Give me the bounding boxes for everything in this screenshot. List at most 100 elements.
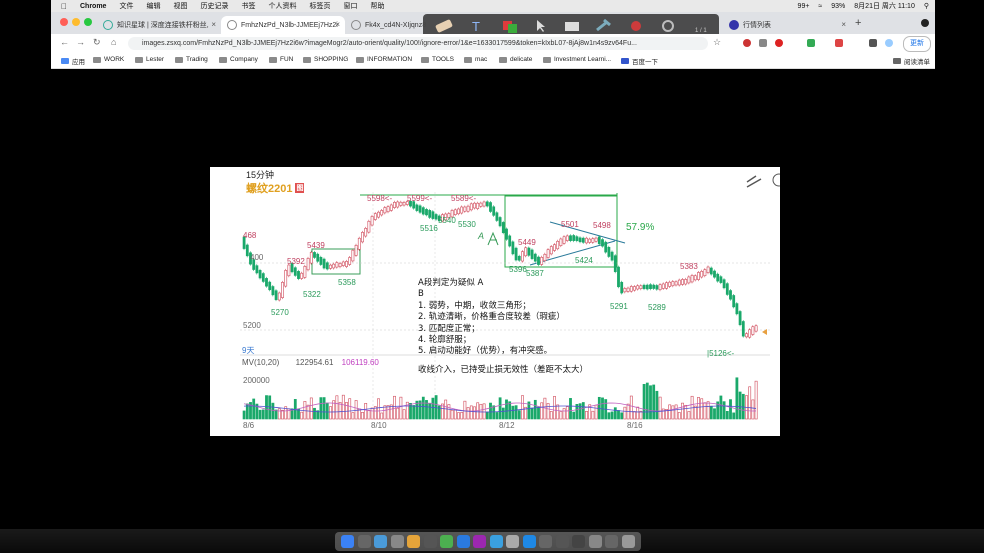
menu-bookmarks[interactable]: 书签 — [235, 3, 255, 10]
battery-percent: 93% — [831, 2, 846, 10]
bookmark-star-icon[interactable]: ☆ — [713, 37, 722, 47]
dock-app-icon[interactable] — [506, 535, 519, 548]
dock-app-icon[interactable] — [407, 535, 420, 548]
menu-profile[interactable]: 个人资料 — [262, 3, 296, 10]
bookmark-folder[interactable]: mac — [464, 56, 487, 63]
wifi-icon[interactable]: ≈ — [818, 2, 823, 10]
home-icon[interactable]: ⌂ — [111, 37, 117, 47]
bookmark-apps[interactable]: 应用 — [61, 56, 85, 66]
menu-tabs[interactable]: 标签页 — [303, 3, 330, 10]
notification-badge[interactable]: 99+ — [797, 2, 810, 10]
tab-title: 知识星球 | 深度连接铁杆粉丝, — [117, 22, 209, 29]
dock-app-icon[interactable] — [572, 535, 585, 548]
puzzle-icon[interactable] — [869, 39, 877, 47]
dock-app-icon[interactable] — [522, 535, 536, 548]
tab-market-list[interactable]: 行情列表 × — [723, 16, 851, 34]
reload-icon[interactable]: ↻ — [93, 37, 101, 47]
note-line: 2. 轨迹清晰，价格重合度较差（瑕疵） — [418, 312, 565, 323]
minimize-window-button[interactable] — [72, 18, 80, 26]
close-window-button[interactable] — [60, 18, 68, 26]
menu-history[interactable]: 历史记录 — [194, 3, 228, 10]
dock-app-icon[interactable] — [357, 535, 371, 548]
menu-window[interactable]: 窗口 — [337, 3, 357, 10]
folder-icon — [543, 56, 551, 63]
profile-avatar[interactable] — [885, 39, 893, 47]
menu-file[interactable]: 文件 — [113, 3, 133, 10]
candle — [607, 246, 611, 257]
candle — [255, 265, 259, 274]
dock-app-icon[interactable] — [473, 535, 486, 548]
settings-circle-icon[interactable] — [772, 173, 780, 187]
dock-app-icon[interactable] — [456, 535, 470, 548]
tab-search-icon[interactable] — [921, 19, 929, 27]
bookmark-folder[interactable]: Trading — [175, 56, 208, 63]
candle — [460, 206, 464, 214]
dock-app-icon[interactable] — [374, 535, 387, 548]
update-button[interactable]: 更新 — [903, 36, 931, 52]
dock-app-icon[interactable] — [621, 535, 635, 548]
dock-app-icon[interactable] — [440, 535, 453, 548]
dock-app-icon[interactable] — [390, 535, 404, 548]
menu-help[interactable]: 帮助 — [364, 3, 384, 10]
settings-gear-icon[interactable] — [661, 19, 675, 33]
dock-app-icon[interactable] — [341, 535, 354, 548]
clock[interactable]: 8月21日 周六 11:10 — [854, 3, 915, 10]
bookmark-folder[interactable]: WORK — [93, 56, 124, 63]
volume-bar — [700, 398, 704, 420]
color-tool-icon[interactable] — [501, 19, 519, 33]
extension-icon[interactable] — [743, 39, 751, 47]
candle — [658, 284, 662, 291]
dock-app-icon[interactable] — [489, 535, 503, 548]
extension-icon[interactable] — [759, 39, 767, 47]
bookmark-folder[interactable]: Lester — [135, 56, 164, 63]
forward-icon[interactable]: → — [76, 37, 85, 47]
price-label: 5589<- — [451, 194, 477, 203]
bookmark-folder[interactable]: FUN — [269, 56, 293, 63]
maximize-window-button[interactable] — [84, 18, 92, 26]
bookmark-folder[interactable]: Investment Learni... — [543, 56, 611, 63]
tab-image-2[interactable]: Fk4x_cd4N-XIjqnz8 — [345, 16, 469, 34]
volume-bar — [242, 410, 246, 420]
candle — [351, 249, 355, 262]
dock-app-icon[interactable] — [605, 535, 618, 548]
menu-edit[interactable]: 编辑 — [140, 3, 160, 10]
dock-app-icon[interactable] — [539, 535, 552, 548]
volume-bar — [639, 410, 643, 420]
record-icon[interactable] — [629, 19, 643, 33]
close-tab-icon[interactable]: × — [211, 20, 216, 29]
bookmark-folder[interactable]: INFORMATION — [356, 56, 412, 63]
close-tab-icon[interactable]: × — [335, 20, 340, 29]
candle — [431, 211, 435, 219]
draw-line-icon[interactable] — [746, 178, 762, 188]
pointer-icon[interactable] — [535, 19, 547, 33]
dock-app-icon[interactable] — [588, 535, 602, 548]
back-icon[interactable]: ← — [60, 37, 69, 47]
extension-icon[interactable] — [775, 39, 783, 47]
address-input[interactable]: images.zsxq.com/FmhzNzPd_N3lb-JJMEEj7Hz2… — [128, 37, 708, 50]
bookmark-folder[interactable]: SHOPPING — [303, 56, 348, 63]
dock-app-icon[interactable] — [423, 535, 437, 548]
tab-zsxq[interactable]: 知识星球 | 深度连接铁杆粉丝, × — [97, 16, 221, 34]
highlighter-icon[interactable] — [433, 19, 455, 33]
text-tool-icon[interactable]: T — [469, 19, 485, 33]
bookmark-folder[interactable]: TOOLS — [421, 56, 454, 63]
rectangle-tool-icon[interactable] — [563, 19, 581, 33]
extension-icon[interactable] — [835, 39, 843, 47]
extension-icon[interactable] — [807, 39, 815, 47]
menu-chrome[interactable]: Chrome — [74, 2, 106, 10]
bookmark-baidu[interactable]: 百度一下 — [621, 56, 658, 66]
search-icon[interactable]: ⚲ — [923, 3, 929, 10]
reading-list[interactable]: 阅读清单 — [893, 56, 930, 66]
dock-app-icon[interactable] — [555, 535, 569, 548]
candle — [665, 282, 668, 289]
apple-icon[interactable]:  — [61, 2, 67, 11]
menu-view[interactable]: 视图 — [167, 3, 187, 10]
tab-image-active[interactable]: FmhzNzPd_N3lb-JJMEEj7Hz2i × — [221, 16, 345, 34]
volume-bar — [313, 407, 316, 420]
kline-chart-image[interactable]: 15分钟 螺纹2201 图 468 5392 5439 5322 5358 5270 559… — [210, 167, 780, 436]
bookmark-folder[interactable]: Company — [219, 56, 258, 63]
new-tab-button[interactable]: + — [855, 17, 862, 29]
hammer-icon[interactable] — [595, 19, 613, 33]
close-tab-icon[interactable]: × — [841, 20, 846, 29]
bookmark-folder[interactable]: delicate — [499, 56, 532, 63]
